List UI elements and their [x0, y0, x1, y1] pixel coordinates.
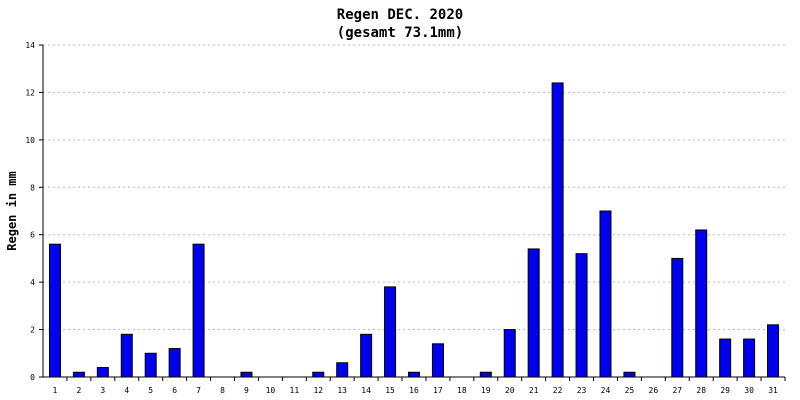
bar-day-28 — [695, 229, 708, 378]
x-ticks: 1 2 3 4 5 6 7 8 9 10 11 12 13 14 15 16 17 18 19 20 21 22 23 24 2… — [53, 377, 786, 395]
y-tick-label: 4 — [30, 278, 35, 287]
bar-day-17 — [431, 343, 444, 378]
x-tick-label: 5 — [148, 386, 153, 395]
y-tick-label: 2 — [30, 326, 35, 335]
x-tick-label: 17 — [433, 386, 443, 395]
bar-day-25 — [623, 371, 636, 378]
y-tick-label: 14 — [25, 41, 35, 50]
bar-day-16 — [408, 371, 420, 378]
bar-day-19 — [479, 371, 492, 378]
bar-day-7 — [192, 243, 205, 378]
bar-day-20 — [503, 329, 516, 378]
x-tick-label: 4 — [124, 386, 129, 395]
bar-day-15 — [384, 286, 397, 378]
x-tick-label: 25 — [625, 386, 635, 395]
x-tick-label: 12 — [313, 386, 323, 395]
bar-day-3 — [96, 367, 109, 378]
x-tick-label: 3 — [100, 386, 105, 395]
bar-day-27 — [671, 257, 684, 378]
y-tick-label: 0 — [30, 373, 35, 382]
y-tick-label: 6 — [30, 231, 35, 240]
x-tick-label: 30 — [744, 386, 754, 395]
x-tick-label: 13 — [337, 386, 347, 395]
bar-day-13 — [336, 362, 349, 378]
bar-day-2 — [72, 371, 85, 378]
x-tick-label: 24 — [601, 386, 611, 395]
x-tick-label: 6 — [172, 386, 177, 395]
bar-day-9 — [240, 371, 253, 378]
x-tick-label: 1 — [53, 386, 58, 395]
y-axis-title: Regen in mm — [5, 171, 19, 250]
x-tick-label: 26 — [649, 386, 659, 395]
x-tick-label: 2 — [76, 386, 81, 395]
x-tick-label: 10 — [266, 386, 276, 395]
x-tick-label: 22 — [553, 386, 563, 395]
x-tick-label: 20 — [505, 386, 515, 395]
bar-day-12 — [312, 371, 325, 378]
bar-day-24 — [599, 210, 612, 378]
bar-day-14 — [360, 333, 373, 378]
bar-day-30 — [743, 338, 756, 378]
bars — [48, 82, 780, 378]
x-tick-label: 21 — [529, 386, 539, 395]
x-tick-label: 9 — [244, 386, 249, 395]
x-tick-label: 8 — [220, 386, 225, 395]
chart-title: Regen DEC. 2020 — [337, 7, 463, 23]
x-tick-label: 18 — [457, 386, 467, 395]
gridlines — [43, 44, 785, 331]
x-tick-label: 14 — [361, 386, 371, 395]
y-tick-label: 8 — [30, 183, 35, 192]
bar-day-6 — [168, 348, 181, 378]
x-tick-label: 16 — [409, 386, 419, 395]
bar-day-29 — [719, 338, 732, 378]
chart-subtitle: (gesamt 73.1mm) — [337, 25, 463, 41]
x-tick-label: 19 — [481, 386, 491, 395]
x-tick-label: 15 — [385, 386, 395, 395]
x-tick-label: 29 — [720, 386, 730, 395]
y-tick-label: 10 — [25, 136, 35, 145]
x-tick-label: 11 — [290, 386, 300, 395]
x-tick-label: 23 — [577, 386, 587, 395]
bar-day-23 — [575, 253, 588, 378]
bar-day-22 — [551, 82, 564, 378]
x-tick-label: 27 — [672, 386, 682, 395]
bar-day-1 — [48, 243, 61, 378]
x-tick-label: 7 — [196, 386, 201, 395]
bar-day-31 — [767, 324, 780, 378]
y-ticks: 0 2 4 6 8 10 12 14 — [25, 41, 43, 382]
bar-day-4 — [120, 333, 133, 378]
x-tick-label: 31 — [768, 386, 778, 395]
x-tick-label: 28 — [696, 386, 706, 395]
bar-day-21 — [527, 248, 540, 378]
bar-day-5 — [144, 352, 157, 378]
y-tick-label: 12 — [25, 88, 35, 97]
axes — [42, 45, 785, 378]
